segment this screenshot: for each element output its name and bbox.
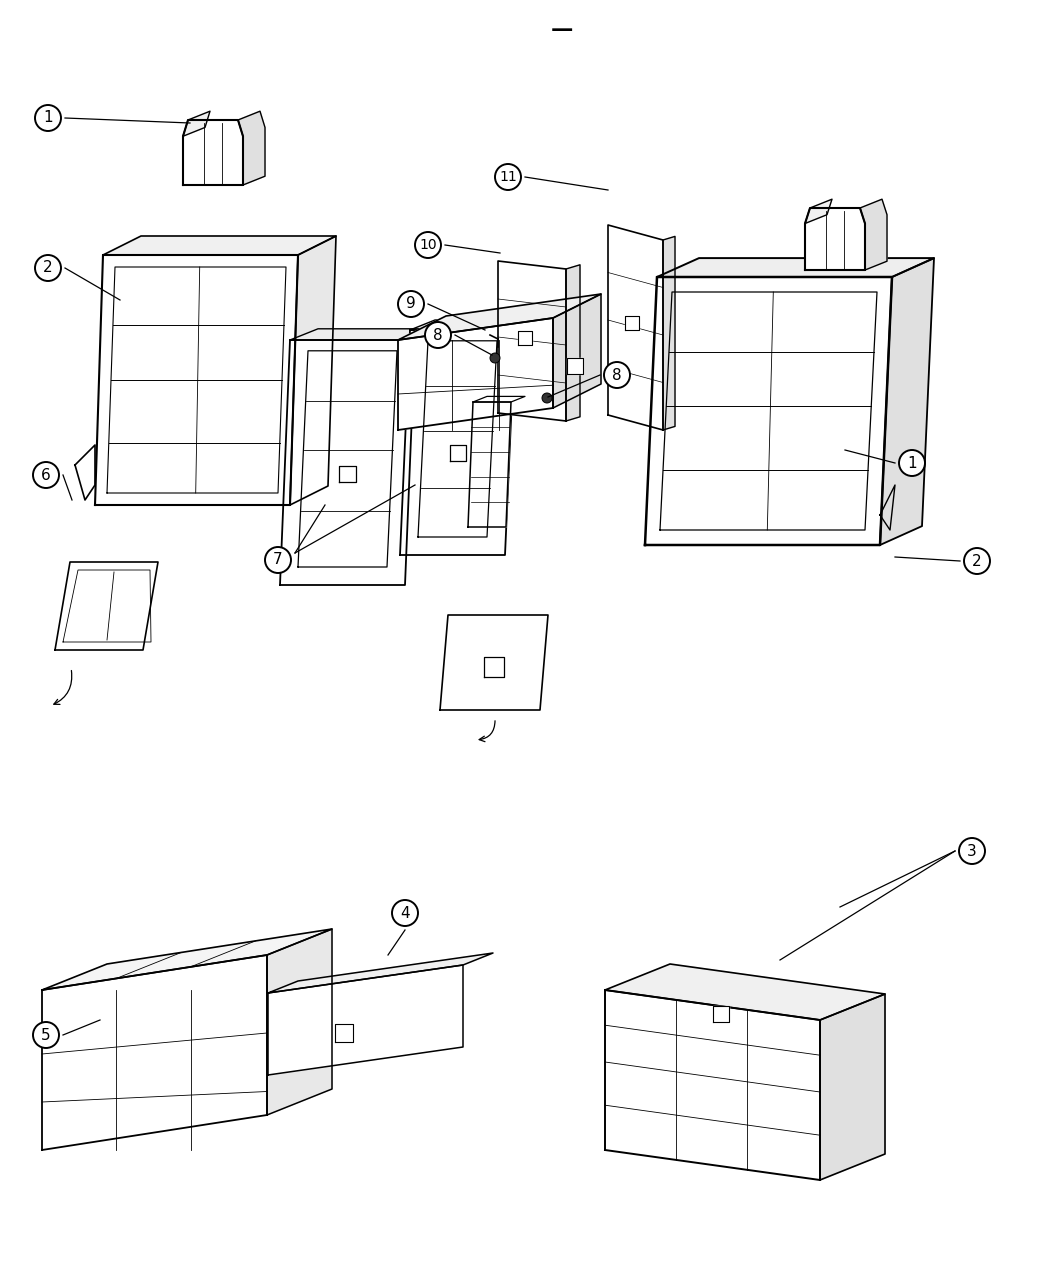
Circle shape: [392, 900, 418, 926]
Polygon shape: [880, 258, 934, 544]
Polygon shape: [625, 315, 638, 329]
Polygon shape: [820, 994, 885, 1179]
Polygon shape: [860, 199, 887, 270]
Polygon shape: [472, 397, 525, 402]
Text: 9: 9: [406, 297, 416, 311]
Text: 3: 3: [967, 844, 977, 858]
Text: 1: 1: [43, 111, 53, 125]
Polygon shape: [713, 1006, 729, 1021]
Polygon shape: [42, 955, 267, 1150]
Text: 10: 10: [419, 238, 437, 252]
Text: 11: 11: [499, 170, 517, 184]
Polygon shape: [268, 965, 463, 1075]
Polygon shape: [398, 295, 601, 340]
Circle shape: [495, 164, 521, 190]
Polygon shape: [605, 989, 820, 1179]
Text: 4: 4: [400, 905, 410, 921]
Polygon shape: [567, 358, 584, 375]
Text: —: —: [551, 20, 573, 40]
Polygon shape: [103, 236, 336, 255]
Text: 5: 5: [41, 1028, 50, 1043]
Polygon shape: [440, 615, 548, 710]
Circle shape: [398, 291, 424, 317]
Text: 6: 6: [41, 468, 50, 482]
Polygon shape: [339, 467, 356, 482]
Circle shape: [959, 838, 985, 864]
Polygon shape: [183, 111, 210, 136]
Circle shape: [35, 105, 61, 131]
Polygon shape: [267, 929, 332, 1116]
Polygon shape: [805, 208, 865, 270]
Polygon shape: [410, 320, 540, 330]
Text: 1: 1: [907, 455, 917, 470]
Circle shape: [35, 255, 61, 280]
Polygon shape: [553, 295, 601, 408]
Polygon shape: [398, 317, 553, 430]
Polygon shape: [498, 261, 566, 421]
Polygon shape: [645, 277, 892, 544]
Circle shape: [415, 232, 441, 258]
Text: 7: 7: [273, 552, 282, 567]
Polygon shape: [566, 265, 580, 421]
Polygon shape: [805, 199, 832, 223]
Polygon shape: [75, 445, 94, 500]
Polygon shape: [183, 120, 243, 185]
Polygon shape: [663, 236, 675, 430]
Circle shape: [265, 547, 291, 572]
Text: 2: 2: [43, 260, 53, 275]
Polygon shape: [335, 1024, 353, 1042]
Polygon shape: [290, 236, 336, 505]
Polygon shape: [238, 111, 265, 185]
Polygon shape: [519, 330, 532, 344]
Text: 8: 8: [434, 328, 443, 343]
Polygon shape: [657, 258, 934, 277]
Polygon shape: [42, 929, 332, 989]
Text: 8: 8: [612, 367, 622, 382]
Circle shape: [425, 323, 451, 348]
Polygon shape: [280, 340, 415, 585]
Circle shape: [964, 548, 990, 574]
Circle shape: [604, 362, 630, 388]
Polygon shape: [484, 657, 504, 677]
Polygon shape: [605, 964, 885, 1020]
Polygon shape: [55, 562, 158, 650]
Circle shape: [899, 450, 925, 476]
Polygon shape: [94, 255, 298, 505]
Polygon shape: [449, 445, 465, 460]
Text: 2: 2: [972, 553, 982, 569]
Circle shape: [490, 353, 500, 363]
Polygon shape: [468, 402, 511, 527]
Circle shape: [33, 1023, 59, 1048]
Polygon shape: [400, 330, 514, 555]
Polygon shape: [290, 329, 443, 340]
Circle shape: [33, 462, 59, 488]
Polygon shape: [608, 224, 663, 430]
Polygon shape: [268, 952, 494, 993]
Circle shape: [542, 393, 552, 403]
